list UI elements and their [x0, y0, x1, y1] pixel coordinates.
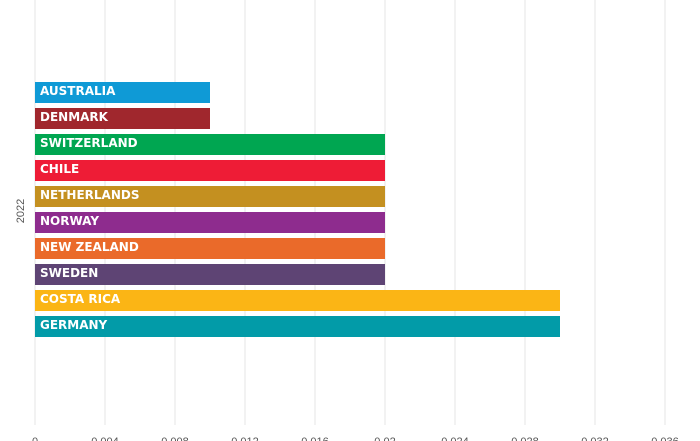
bar-label: DENMARK: [40, 110, 109, 124]
bar-label: SWITZERLAND: [40, 136, 138, 150]
year-category-label: 2022: [15, 199, 27, 223]
x-tick-label: 0.032: [581, 436, 609, 441]
bar: [35, 186, 385, 207]
bar: [35, 108, 210, 129]
bar-label: GERMANY: [40, 318, 108, 332]
bar: [35, 316, 560, 337]
bar-label: NETHERLANDS: [40, 188, 140, 202]
x-tick-label: 0.004: [91, 436, 119, 441]
bar: [35, 82, 210, 103]
bar-label: COSTA RICA: [40, 292, 121, 306]
bar: [35, 264, 385, 285]
bar-label: NEW ZEALAND: [40, 240, 139, 254]
x-tick-label: 0.036: [651, 436, 679, 441]
x-tick-label: 0.024: [441, 436, 469, 441]
x-tick-label: 0.016: [301, 436, 329, 441]
bar-label: SWEDEN: [40, 266, 98, 280]
x-tick-label: 0: [32, 436, 38, 441]
bar: [35, 238, 385, 259]
x-tick-label: 0.02: [374, 436, 395, 441]
bar-label: CHILE: [40, 162, 79, 176]
x-axis-ticks: 0 0.004 0.008 0.012 0.016 0.02 0.024 0.028 0.032…: [32, 436, 679, 441]
bar: [35, 134, 385, 155]
bar-label: AUSTRALIA: [40, 84, 116, 98]
x-tick-label: 0.028: [511, 436, 539, 441]
bars: AUSTRALIA DENMARK SWITZERLAND CHILE NETHERLA…: [35, 82, 560, 337]
bar: [35, 160, 385, 181]
x-tick-label: 0.012: [231, 436, 259, 441]
x-tick-label: 0.008: [161, 436, 189, 441]
bar-label: NORWAY: [40, 214, 99, 228]
bar: [35, 290, 560, 311]
bar: [35, 212, 385, 233]
